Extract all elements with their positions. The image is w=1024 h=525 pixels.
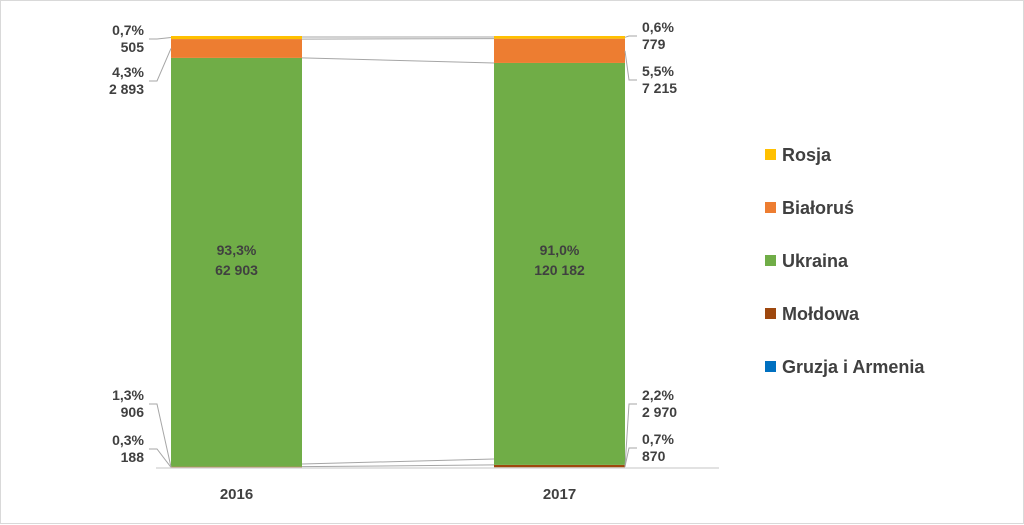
series-connector-line <box>302 459 494 464</box>
data-label-value: 188 <box>121 449 145 465</box>
data-label-value: 870 <box>642 448 666 464</box>
data-label-value: 2 970 <box>642 404 677 420</box>
legend-swatch <box>765 149 776 160</box>
leader-line <box>625 448 637 466</box>
legend-swatch <box>765 255 776 266</box>
x-tick-label: 2016 <box>220 486 253 503</box>
data-label-percent: 0,7% <box>642 431 674 447</box>
data-label-value: 7 215 <box>642 80 677 96</box>
leader-line <box>625 51 637 80</box>
data-label-percent: 0,6% <box>642 19 674 35</box>
data-label-percent: 5,5% <box>642 63 674 79</box>
data-label-percent: 0,3% <box>112 432 144 448</box>
leader-line <box>149 48 171 81</box>
x-tick-label: 2017 <box>543 486 576 503</box>
legend-label: Rosja <box>782 145 832 165</box>
legend-label: Mołdowa <box>782 304 860 324</box>
data-label-value: 62 903 <box>215 262 258 278</box>
data-label-percent: 4,3% <box>112 64 144 80</box>
leader-line <box>625 36 637 37</box>
data-label-value: 505 <box>121 39 145 55</box>
leader-line <box>149 38 171 39</box>
bar-białoruś-2016 <box>171 39 302 58</box>
data-label-percent: 2,2% <box>642 387 674 403</box>
legend-swatch <box>765 202 776 213</box>
series-connector-line <box>302 58 494 63</box>
data-label-percent: 91,0% <box>540 242 580 258</box>
bar-rosja-2017 <box>494 36 625 39</box>
data-label-percent: 0,7% <box>112 22 144 38</box>
bar-białoruś-2017 <box>494 39 625 63</box>
legend-label: Białoruś <box>782 198 854 218</box>
legend-label: Ukraina <box>782 251 849 271</box>
leader-line <box>149 404 171 467</box>
bar-rosja-2016 <box>171 36 302 39</box>
data-label-value: 120 182 <box>534 262 585 278</box>
legend-swatch <box>765 361 776 372</box>
legend-swatch <box>765 308 776 319</box>
data-label-value: 2 893 <box>109 81 144 97</box>
data-label-percent: 93,3% <box>217 242 257 258</box>
data-label-value: 906 <box>121 404 145 420</box>
data-label-percent: 1,3% <box>112 387 144 403</box>
series-connector-line <box>302 465 494 467</box>
legend-label: Gruzja i Armenia <box>782 357 925 377</box>
data-label-value: 779 <box>642 36 666 52</box>
